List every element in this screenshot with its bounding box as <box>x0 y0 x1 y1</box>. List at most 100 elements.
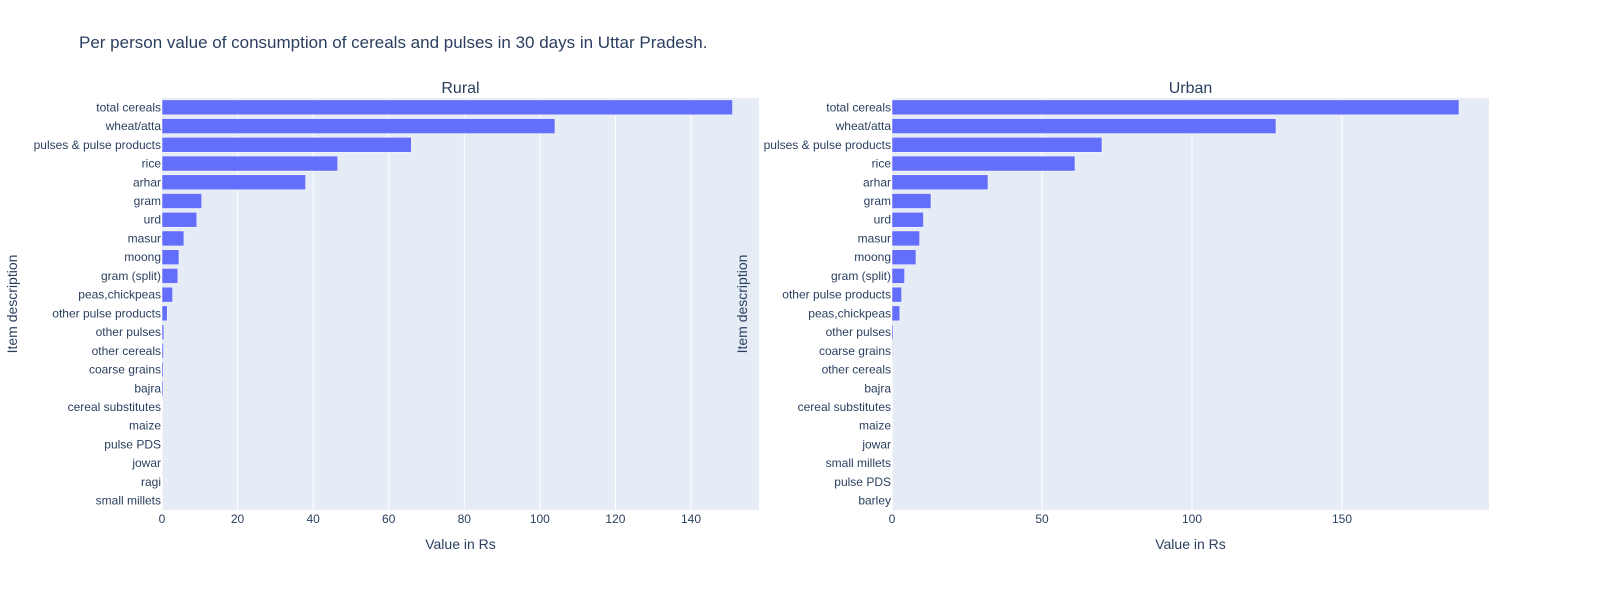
bar <box>161 455 163 471</box>
x-axis-label: Value in Rs <box>1155 536 1226 552</box>
x-tick-label: 80 <box>458 512 472 526</box>
y-tick-label: pulses & pulse products <box>34 138 161 152</box>
y-tick-label: other pulses <box>96 325 161 339</box>
bar <box>161 230 185 247</box>
bar <box>161 249 180 265</box>
y-tick-label: pulses & pulse products <box>764 138 891 152</box>
bar <box>161 324 165 340</box>
x-tick-label: 120 <box>605 512 625 526</box>
bar <box>891 455 893 471</box>
y-tick-label: barley <box>858 494 891 508</box>
y-tick-label: wheat/atta <box>835 119 892 133</box>
bar <box>891 361 893 378</box>
bar <box>891 230 920 247</box>
bar <box>161 305 168 322</box>
x-tick-label: 0 <box>159 512 166 526</box>
y-tick-label: other pulse products <box>52 306 161 320</box>
y-tick-label: rice <box>142 157 162 171</box>
y-tick-label: gram (split) <box>101 269 161 283</box>
y-tick-label: masur <box>128 231 161 245</box>
bar <box>161 155 338 172</box>
x-axis-label: Value in Rs <box>425 536 496 552</box>
bar <box>891 174 989 191</box>
y-tick-label: cereal substitutes <box>798 400 891 414</box>
x-tick-label: 140 <box>681 512 701 526</box>
y-tick-label: moong <box>124 250 161 264</box>
bar <box>161 174 306 191</box>
y-tick-label: moong <box>854 250 891 264</box>
bar <box>161 474 163 490</box>
y-tick-label: total cereals <box>826 100 891 114</box>
y-tick-label: rice <box>872 157 892 171</box>
y-tick-label: peas,chickpeas <box>808 306 891 320</box>
bar <box>891 324 894 340</box>
x-tick-label: 60 <box>382 512 396 526</box>
bar <box>161 361 164 378</box>
bar <box>161 417 163 434</box>
subplot-title: Rural <box>441 80 479 97</box>
bar <box>891 343 893 359</box>
y-tick-label: maize <box>859 419 891 433</box>
bar <box>891 399 893 415</box>
bar <box>161 268 179 284</box>
x-tick-label: 20 <box>231 512 245 526</box>
bar <box>161 193 202 209</box>
y-axis-label: Item description <box>4 255 20 354</box>
bar <box>161 137 412 153</box>
bar <box>891 417 893 434</box>
bar <box>161 492 163 509</box>
bar <box>891 492 893 509</box>
y-tick-label: urd <box>144 213 161 227</box>
y-tick-label: other pulses <box>826 325 891 339</box>
bar <box>891 211 924 228</box>
y-tick-label: arhar <box>133 175 161 189</box>
y-tick-label: other pulse products <box>782 288 891 302</box>
y-tick-label: coarse grains <box>819 344 891 358</box>
y-tick-label: pulse PDS <box>834 475 891 489</box>
x-tick-label: 50 <box>1035 512 1049 526</box>
bar <box>161 118 556 134</box>
x-tick-label: 100 <box>530 512 550 526</box>
bar <box>161 286 173 303</box>
y-tick-label: pulse PDS <box>104 437 161 451</box>
y-tick-label: wheat/atta <box>105 119 162 133</box>
x-tick-label: 40 <box>306 512 320 526</box>
y-tick-label: masur <box>858 231 891 245</box>
y-tick-label: gram (split) <box>831 269 891 283</box>
y-tick-label: cereal substitutes <box>68 400 161 414</box>
x-tick-label: 0 <box>889 512 896 526</box>
y-tick-label: bajra <box>864 381 891 395</box>
subplot-rural: 0 20 40 60 80 100 120 140 total cereals wheat/att… <box>4 80 759 552</box>
y-axis-label: Item description <box>734 255 750 354</box>
y-tick-label: other cereals <box>822 363 891 377</box>
x-tick-label: 100 <box>1182 512 1202 526</box>
y-tick-label: bajra <box>134 381 161 395</box>
y-tick-label: ragi <box>141 475 161 489</box>
bar <box>891 474 893 490</box>
y-tick-label: small millets <box>826 456 891 470</box>
bar <box>161 99 733 116</box>
y-tick-label: maize <box>129 419 161 433</box>
subplot-title: Urban <box>1169 80 1213 97</box>
bar <box>161 399 163 415</box>
y-tick-label: small millets <box>96 494 161 508</box>
bar <box>161 436 163 453</box>
bar <box>891 137 1103 153</box>
bar <box>161 380 164 397</box>
y-tick-label: total cereals <box>96 100 161 114</box>
y-tick-label: jowar <box>861 437 891 451</box>
bar <box>891 249 917 265</box>
bar <box>161 343 164 359</box>
bar <box>161 211 198 228</box>
bar <box>891 305 901 322</box>
y-tick-label: gram <box>134 194 161 208</box>
bar <box>891 268 905 284</box>
y-tick-label: gram <box>864 194 891 208</box>
bar <box>891 99 1460 116</box>
bar <box>891 193 932 209</box>
subplot-urban: 0 50 100 150 total cereals wheat/atta pulses &… <box>734 80 1489 552</box>
y-tick-label: coarse grains <box>89 363 161 377</box>
y-tick-label: peas,chickpeas <box>78 288 161 302</box>
bar <box>891 286 902 303</box>
